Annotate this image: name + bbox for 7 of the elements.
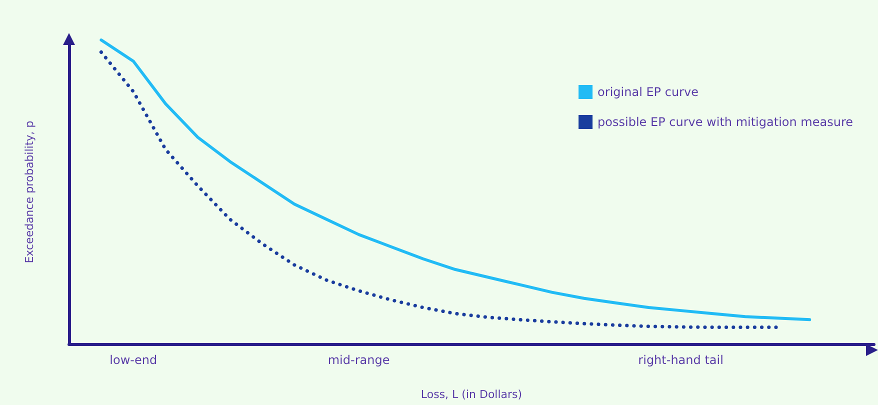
legend-label: original EP curve bbox=[598, 85, 698, 99]
x-tick-label: right-hand tail bbox=[638, 353, 724, 367]
x-tick-label: mid-range bbox=[328, 353, 390, 367]
legend-label: possible EP curve with mitigation measure bbox=[598, 115, 854, 129]
x-axis-title: Loss, L (in Dollars) bbox=[420, 388, 522, 401]
y-axis-title: Exceedance probability, p bbox=[23, 120, 36, 264]
x-tick-label: low-end bbox=[110, 353, 158, 367]
